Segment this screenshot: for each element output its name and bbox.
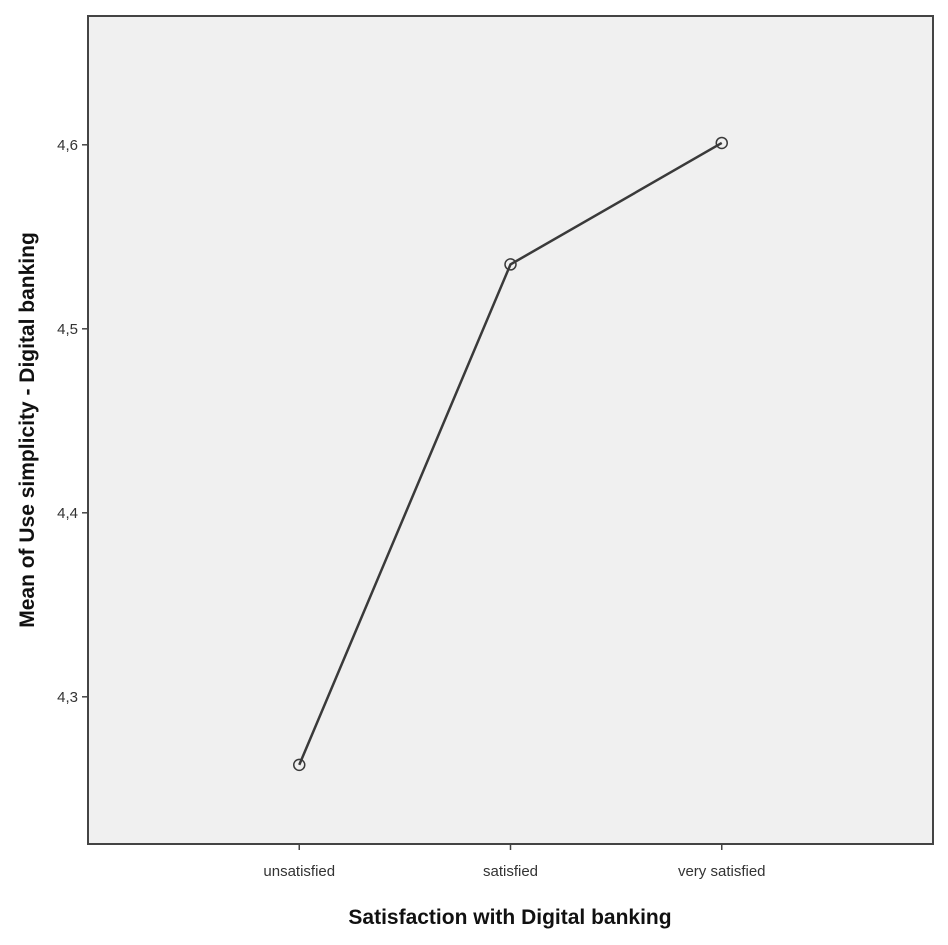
- plot-area: [87, 15, 934, 845]
- y-axis-title: Mean of Use simplicity - Digital banking: [16, 232, 39, 628]
- x-axis-title: Satisfaction with Digital banking: [348, 906, 671, 929]
- data-point-marker: [504, 258, 517, 271]
- x-tick-label: satisfied: [483, 863, 538, 880]
- x-tick-label: unsatisfied: [263, 863, 335, 880]
- data-markers: [293, 136, 728, 772]
- series-line: [298, 141, 723, 766]
- x-tick-label: very satisfied: [678, 863, 766, 880]
- y-tick-label: 4,4: [57, 505, 78, 522]
- data-point-marker: [293, 758, 306, 772]
- y-tick-label: 4,5: [57, 321, 78, 338]
- y-axis-ticks: 4,3 4,4 4,5 4,6: [57, 137, 88, 706]
- data-point-marker: [715, 136, 728, 150]
- x-axis-ticks: unsatisfied satisfied very satisfied: [263, 844, 766, 880]
- y-tick-label: 4,6: [57, 137, 78, 154]
- y-tick-label: 4,3: [57, 689, 78, 706]
